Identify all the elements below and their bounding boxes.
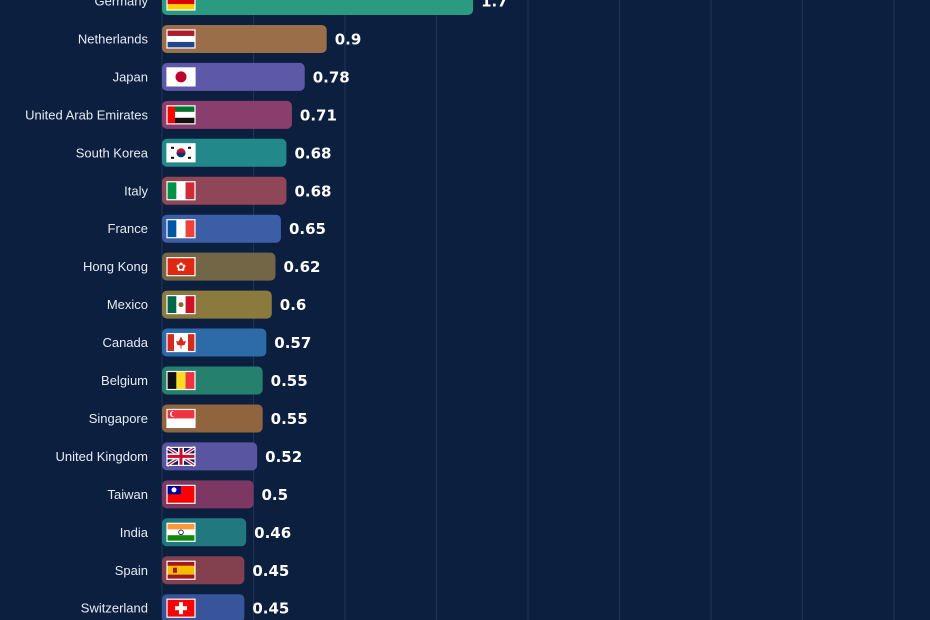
value-label: 0.65: [289, 220, 326, 238]
value-label: 0.46: [254, 524, 291, 542]
bar: [162, 0, 474, 15]
value-label: 0.71: [300, 106, 337, 124]
bar-row: Japan 0.78: [113, 62, 350, 91]
bar-row: Mexico 0.6: [107, 290, 307, 319]
category-label: Spain: [115, 563, 148, 578]
bar-row: India 0.46: [120, 518, 291, 547]
category-label: Hong Kong: [83, 259, 148, 274]
bar-row: Spain 0.45: [115, 556, 289, 585]
bar-row: Taiwan 0.5: [108, 480, 289, 509]
category-label: Switzerland: [81, 601, 148, 616]
bar-row: South Korea 0.68: [76, 138, 331, 167]
category-label: Canada: [102, 335, 148, 350]
bar-row: Italy 0.68: [124, 176, 331, 205]
category-label: Netherlands: [78, 31, 149, 46]
category-label: India: [120, 525, 149, 540]
category-label: Taiwan: [108, 487, 148, 502]
flag-hong-kong-icon: ✿: [166, 257, 196, 277]
value-label: 0.68: [294, 144, 331, 162]
category-label: United Arab Emirates: [25, 107, 148, 122]
category-label: Belgium: [101, 373, 148, 388]
value-label: 0.6: [280, 296, 307, 314]
value-label: 0.9: [335, 30, 362, 48]
value-label: 0.62: [283, 258, 320, 276]
bar-row: France 0.65: [108, 214, 326, 243]
value-label: 0.57: [274, 334, 311, 352]
flag-taiwan-icon: [166, 484, 196, 504]
flag-france-icon: [166, 219, 196, 239]
value-label: 0.55: [271, 410, 308, 428]
flag-india-icon: [166, 522, 196, 542]
flag-united-kingdom-icon: [166, 445, 196, 467]
bar: [162, 24, 327, 53]
value-label: 0.45: [252, 562, 289, 580]
value-label: 0.55: [271, 372, 308, 390]
bar-row: Germany 1.7: [95, 0, 508, 15]
flag-switzerland-icon: [166, 598, 196, 618]
value-label: 0.68: [294, 182, 331, 200]
value-label: 1.7: [481, 0, 508, 11]
flag-canada-icon: [166, 332, 196, 353]
value-label: 0.78: [313, 68, 350, 86]
flag-mexico-icon: [166, 295, 196, 315]
flag-singapore-icon: [166, 408, 196, 429]
bar-row: Netherlands 0.9: [78, 24, 362, 53]
flag-italy-icon: [166, 181, 196, 201]
category-label: Mexico: [107, 297, 148, 312]
bar-row: Singapore 0.55: [89, 404, 308, 433]
value-label: 0.52: [265, 448, 302, 466]
svg-text:✿: ✿: [176, 260, 186, 274]
bar-row: United Arab Emirates 0.71: [25, 100, 337, 129]
bar-row: Switzerland 0.45: [81, 594, 289, 620]
bar-row: Hong Kong ✿ 0.62: [83, 252, 320, 281]
bar-row: Belgium 0.55: [101, 366, 308, 395]
flag-belgium-icon: [166, 370, 196, 391]
flag-uae-icon: [166, 105, 196, 125]
value-label: 0.45: [252, 600, 289, 618]
flag-spain-icon: [166, 560, 196, 580]
category-label: Germany: [95, 0, 149, 9]
bar: [162, 62, 305, 91]
flag-south-korea-icon: [166, 143, 196, 163]
category-label: Singapore: [89, 411, 148, 426]
flag-japan-icon: [166, 67, 196, 87]
category-label: Japan: [113, 69, 148, 84]
category-label: South Korea: [76, 145, 149, 160]
bar-row: United Kingdom 0.52: [56, 442, 302, 471]
category-label: France: [108, 221, 148, 236]
value-label: 0.5: [262, 486, 289, 504]
flag-germany-icon: [166, 0, 196, 11]
category-label: United Kingdom: [56, 449, 149, 464]
category-label: Italy: [124, 183, 148, 198]
flag-netherlands-icon: [166, 29, 196, 49]
bar-row: Canada 0.57: [102, 328, 311, 357]
